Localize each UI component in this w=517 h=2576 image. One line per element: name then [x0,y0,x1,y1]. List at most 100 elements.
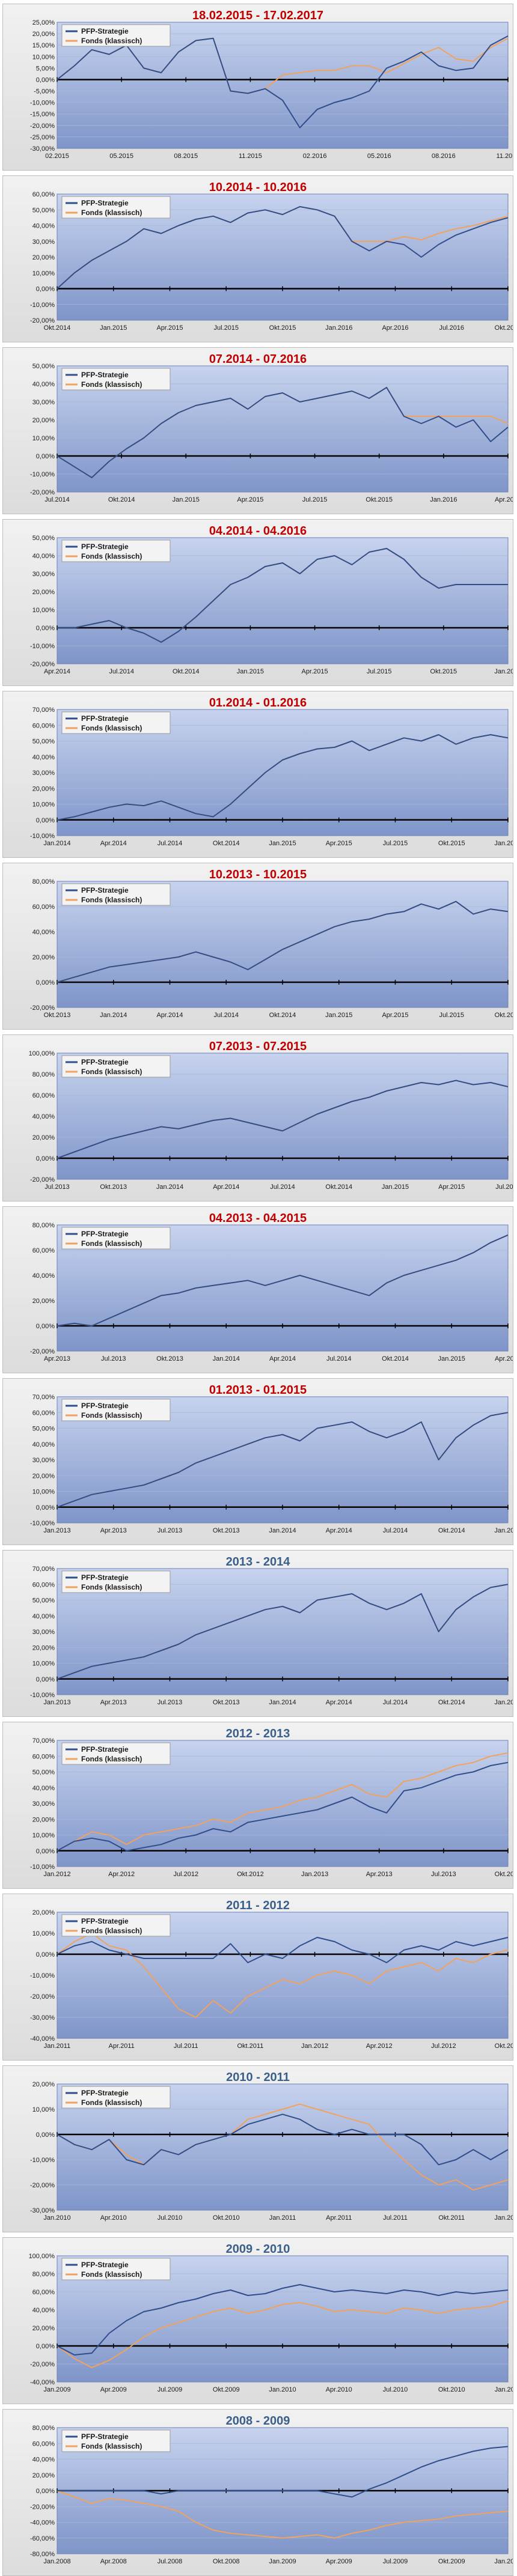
legend-box [61,2258,171,2280]
x-tick-label: Okt.2011 [438,2214,465,2222]
y-tick-label: -10,00% [30,1864,55,1871]
chart-panel: 01.2013 - 01.2015 70,00% 60,00% 50,00% 40,00… [2,1378,513,1545]
chart-svg: 80,00%60,00%40,00%20,00%0,00%-20,00%Apr.… [30,1222,513,1362]
y-tick-label: -20,00% [30,1004,55,1012]
y-tick-label: 0,00% [36,2488,55,2495]
legend-label-fund: Fonds (klassisch) [81,2270,142,2279]
y-tick-label: 10,00% [32,801,55,809]
series-line-fund [57,2300,509,2368]
y-tick-label: 60,00% [32,904,55,911]
chart-title: 04.2013 - 04.2015 [209,1212,307,1225]
x-tick-label: Jul.2014 [109,668,134,675]
x-tick-label: Jan.2015 [237,668,264,675]
legend-box [61,2429,171,2452]
legend-label-strategy: PFP-Strategie [81,542,129,551]
chart-panel: 07.2013 - 07.2015 100,00% 80,00% 60,00% 40,0… [2,1034,513,1201]
chart-svg: 100,00% 80,00% 60,00% 40,00% 20,00% 0,00% -20,… [29,1050,513,1191]
y-tick-label: -10,00% [30,1692,55,1699]
x-tick-label: 11.2015 [239,153,262,160]
x-tick-label: Jan.2012 [494,2214,513,2222]
y-tick-label: 70,00% [32,1737,55,1745]
y-tick-label: -20,00% [30,489,55,496]
y-tick-label: -40,00% [30,2520,55,2527]
x-tick-label: Apr.2014 [213,1183,239,1191]
y-tick-label: 60,00% [32,2440,55,2447]
y-tick-label: -40,00% [30,2035,55,2043]
legend-box [61,2086,171,2109]
legend-label-strategy: PFP-Strategie [81,1230,129,1238]
y-tick-label: 80,00% [32,1222,55,1229]
legend-label-fund: Fonds (klassisch) [81,552,142,560]
y-tick-label: -15,00% [30,111,55,118]
x-tick-label: Jul.2013 [101,1355,126,1362]
y-tick-label: 20,00% [32,2325,55,2332]
y-tick-label: 30,00% [32,1800,55,1808]
x-tick-label: Jul.2013 [431,1871,456,1878]
x-tick-label: Jul.2012 [173,1871,198,1878]
x-tick-label: Jan.2012 [301,2043,328,2050]
y-tick-label: 0,00% [36,2131,55,2139]
y-tick-label: 40,00% [32,381,55,388]
series-line-strategy [57,548,508,643]
y-tick-label: -20,00% [30,1993,55,2000]
y-tick-label: -10,00% [30,1520,55,1527]
y-tick-label: 20,00% [32,1909,55,1916]
series-line-strategy [57,206,509,290]
x-tick-label: Okt.2012 [495,2043,513,2050]
y-tick-label: 20,00% [32,1134,55,1141]
chart-svg: 70,00% 60,00% 50,00% 40,00% 30,00% 20,00% 10,0… [30,1394,513,1534]
y-tick-label: 30,00% [32,238,55,246]
x-tick-label: Jan.2010 [269,2386,296,2393]
y-tick-label: -10,00% [30,302,55,309]
x-tick-label: Jan.2015 [100,324,127,332]
y-tick-label: 50,00% [32,207,55,214]
y-tick-label: 20,00% [32,2472,55,2479]
x-tick-label: Jan.2011 [495,2386,513,2393]
x-tick-label: Okt.2016 [495,324,513,332]
legend-label-fund: Fonds (klassisch) [81,2098,142,2107]
y-tick-label: 0,00% [36,1155,55,1162]
x-tick-label: Apr.2010 [326,2386,352,2393]
legend-label-strategy: PFP-Strategie [81,27,129,35]
x-tick-label: Jan.2014 [156,1183,183,1191]
legend-label-strategy: PFP-Strategie [81,886,129,895]
y-tick-label: 20,00% [32,1816,55,1823]
y-tick-label: 0,00% [36,1848,55,1855]
chart-svg: 70,00% 60,00% 50,00% 40,00% 30,00% 20,00% 10,0… [30,1566,513,1706]
x-tick-label: Apr.2014 [100,840,127,847]
y-tick-label: -20,00% [30,2503,55,2511]
x-tick-label: Apr.2015 [495,1355,513,1362]
x-tick-label: Jan.2010 [43,2214,70,2222]
x-tick-label: Jul.2014 [326,1355,352,1362]
x-tick-label: Jul.2015 [495,1183,513,1191]
y-tick-label: 40,00% [32,553,55,560]
legend-label-fund: Fonds (klassisch) [81,1239,142,1248]
legend-label-strategy: PFP-Strategie [81,371,129,379]
chart-title: 2012 - 2013 [225,1727,290,1740]
x-tick-label: 11.2016 [497,153,513,160]
x-tick-label: Apr.2014 [44,668,70,675]
x-tick-label: Jul.2010 [158,2214,183,2222]
y-tick-label: 40,00% [32,1272,55,1280]
x-tick-label: Jan.2015 [269,840,296,847]
x-tick-label: Okt.2010 [438,2386,465,2393]
x-tick-label: Apr.2016 [382,324,408,332]
x-tick-label: Jul.2014 [383,1699,408,1706]
y-tick-label: 70,00% [32,706,55,714]
y-tick-label: 50,00% [32,363,55,370]
series-line-strategy [57,2284,509,2356]
x-tick-label: Jan.2009 [43,2386,70,2393]
y-tick-label: -10,00% [30,471,55,478]
y-tick-label: 20,00% [32,1472,55,1480]
x-tick-label: Jul.2009 [158,2386,183,2393]
legend-label-fund: Fonds (klassisch) [81,380,142,389]
x-tick-label: Jul.2014 [213,1012,239,1019]
x-tick-label: Jul.2009 [383,2558,408,2565]
x-tick-label: Apr.2012 [108,1871,135,1878]
y-tick-label: 60,00% [32,1409,55,1417]
y-tick-label: 70,00% [32,1566,55,1573]
chart-title: 18.02.2015 - 17.02.2017 [192,9,323,22]
series-line-fund [57,2103,509,2191]
legend-label-strategy: PFP-Strategie [81,1573,129,1582]
y-tick-label: 10,00% [32,1660,55,1668]
